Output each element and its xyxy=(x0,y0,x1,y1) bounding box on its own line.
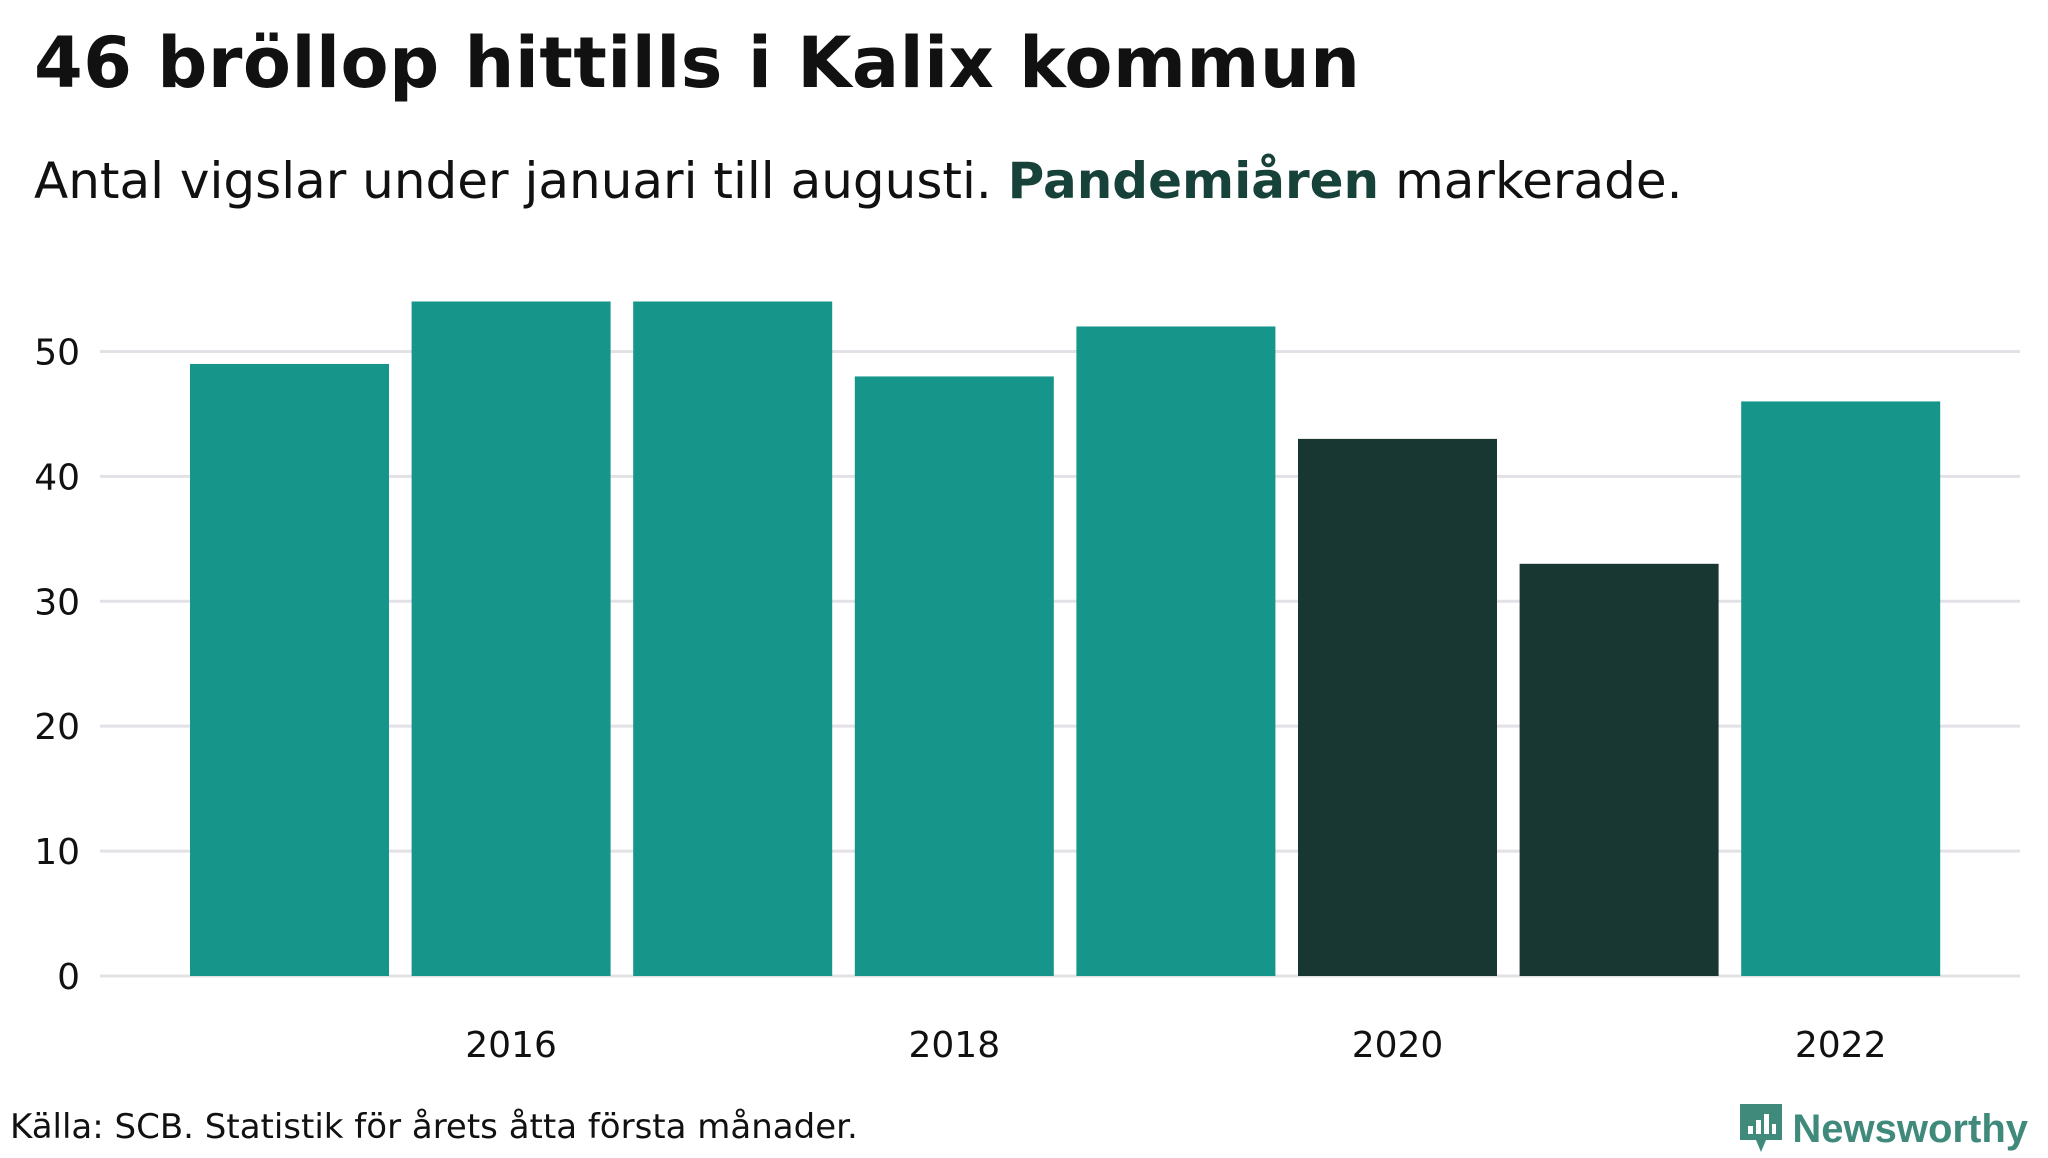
brand-name: Newsworthy xyxy=(1792,1106,2028,1151)
bar-2021 xyxy=(1519,563,1719,976)
x-tick-label: 2016 xyxy=(465,1025,557,1066)
x-tick-label: 2022 xyxy=(1795,1025,1887,1066)
subtitle-highlight: Pandemiåren xyxy=(1007,152,1380,210)
y-tick-label: 30 xyxy=(34,582,80,623)
y-tick-label: 40 xyxy=(34,457,80,498)
bar-2022 xyxy=(1741,401,1941,976)
subtitle-text-end: markerade. xyxy=(1395,152,1683,210)
bar-2016 xyxy=(411,301,611,976)
y-tick-label: 10 xyxy=(34,832,80,873)
subtitle-text: Antal vigslar under januari till augusti… xyxy=(34,152,992,210)
brand-logo: Newsworthy xyxy=(1738,1100,2028,1158)
x-tick-label: 2018 xyxy=(908,1025,1000,1066)
y-tick-label: 0 xyxy=(57,957,80,998)
source-note: Källa: SCB. Statistik för årets åtta för… xyxy=(10,1107,858,1147)
y-tick-label: 20 xyxy=(34,707,80,748)
bar-2017 xyxy=(633,301,833,976)
x-tick-label: 2020 xyxy=(1352,1025,1444,1066)
bar-2015 xyxy=(190,363,389,977)
bar-2020 xyxy=(1298,438,1497,977)
chart-title: 46 bröllop hittills i Kalix kommun xyxy=(34,22,1361,104)
chart-subtitle: Antal vigslar under januari till augusti… xyxy=(34,152,1683,210)
bar-2019 xyxy=(1076,326,1276,976)
bar-2018 xyxy=(854,376,1054,976)
newsworthy-logo-icon xyxy=(1740,1104,1783,1152)
y-tick-label: 50 xyxy=(34,332,80,373)
